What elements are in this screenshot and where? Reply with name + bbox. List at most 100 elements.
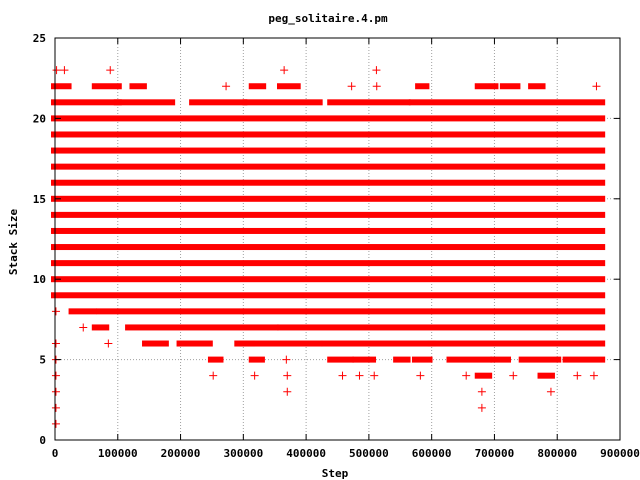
band-y-22 xyxy=(51,82,601,91)
point xyxy=(370,371,379,380)
y-tick-label: 5 xyxy=(39,354,46,367)
x-tick-label: 500000 xyxy=(349,447,389,460)
point-run xyxy=(207,356,224,363)
point xyxy=(250,371,259,380)
point-run xyxy=(176,340,213,347)
band-y-2 xyxy=(51,403,486,412)
point xyxy=(546,387,555,396)
y-tick-label: 0 xyxy=(39,434,46,447)
point-run xyxy=(51,179,606,186)
y-tick-label: 25 xyxy=(33,32,46,45)
point xyxy=(51,339,60,348)
point-run xyxy=(352,356,377,363)
point-run xyxy=(327,356,355,363)
band-y-7 xyxy=(79,323,606,332)
band-y-16 xyxy=(51,179,606,186)
point-run xyxy=(51,244,606,251)
chart-title: peg_solitaire.4.pm xyxy=(268,12,388,25)
point-run xyxy=(113,99,176,106)
point-run xyxy=(51,131,606,138)
point-run xyxy=(51,276,606,283)
point xyxy=(372,66,381,75)
point xyxy=(573,371,582,380)
point xyxy=(51,419,60,428)
point xyxy=(51,387,60,396)
point-run xyxy=(51,147,606,154)
point-run xyxy=(91,324,110,331)
band-y-13 xyxy=(51,227,606,234)
point-run xyxy=(51,195,606,202)
point xyxy=(509,371,518,380)
point-run xyxy=(320,340,436,347)
point xyxy=(416,371,425,380)
point xyxy=(51,403,60,412)
y-tick-label: 10 xyxy=(33,273,46,286)
x-tick-label: 100000 xyxy=(98,447,138,460)
band-y-23 xyxy=(52,66,381,75)
point-run xyxy=(248,83,267,90)
point-run xyxy=(415,83,430,90)
point xyxy=(51,307,60,316)
data-points xyxy=(51,66,606,428)
point-run xyxy=(242,99,323,106)
point-run xyxy=(474,372,493,379)
band-y-12 xyxy=(51,244,606,251)
point xyxy=(477,403,486,412)
point xyxy=(106,66,115,75)
point-run xyxy=(393,356,411,363)
point-run xyxy=(51,292,606,299)
point-run xyxy=(474,83,499,90)
x-tick-label: 700000 xyxy=(475,447,515,460)
y-axis-label: Stack Size xyxy=(7,209,20,276)
point-run xyxy=(91,83,122,90)
y-axis-ticks: 0 5 10 15 20 25 xyxy=(33,32,620,447)
point xyxy=(209,371,218,380)
point xyxy=(222,82,231,91)
point xyxy=(52,66,61,75)
x-tick-label: 300000 xyxy=(223,447,263,460)
point-run xyxy=(51,83,72,90)
point-run xyxy=(277,83,301,90)
point-run xyxy=(51,260,606,267)
point-run xyxy=(51,211,606,218)
band-y-17 xyxy=(51,163,606,170)
y-tick-label: 20 xyxy=(33,112,46,125)
point-run xyxy=(537,372,555,379)
x-tick-label: 400000 xyxy=(286,447,326,460)
x-tick-label: 800000 xyxy=(537,447,577,460)
point-run xyxy=(446,356,493,363)
band-y-18 xyxy=(51,147,606,154)
plot-frame xyxy=(54,37,621,441)
point xyxy=(592,82,601,91)
point xyxy=(355,371,364,380)
point-run xyxy=(129,83,147,90)
point-run xyxy=(189,99,248,106)
point xyxy=(372,82,381,91)
point-run xyxy=(562,356,606,363)
band-y-14 xyxy=(51,211,606,218)
point xyxy=(51,371,60,380)
band-y-20 xyxy=(51,115,606,122)
point xyxy=(283,387,292,396)
point-run xyxy=(277,324,606,331)
point-run xyxy=(125,324,279,331)
band-y-21 xyxy=(51,99,606,106)
point-run xyxy=(51,227,606,234)
point-run xyxy=(51,115,606,122)
point xyxy=(462,371,471,380)
band-y-10 xyxy=(51,276,606,283)
point xyxy=(477,387,486,396)
x-axis-ticks: 0 100000 200000 300000 400000 500000 600000 700… xyxy=(52,38,640,460)
point xyxy=(104,339,113,348)
point-run xyxy=(408,99,606,106)
x-tick-label: 0 xyxy=(52,447,59,460)
point-run xyxy=(528,83,546,90)
point-run xyxy=(51,99,122,106)
point-run xyxy=(142,340,169,347)
point-run xyxy=(96,308,606,315)
band-y-11 xyxy=(51,260,606,267)
band-y-3 xyxy=(51,387,555,396)
point xyxy=(283,371,292,380)
